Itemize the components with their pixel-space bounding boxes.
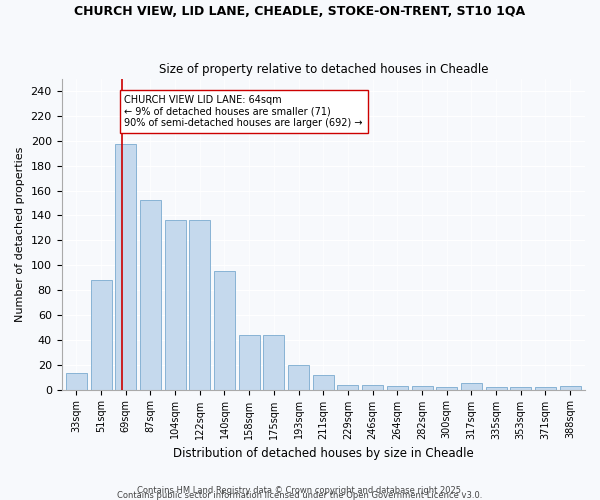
Bar (66, 374, 87, 390)
Bar (115, 144, 136, 390)
Bar (140, 200, 161, 390)
Bar (337, 384, 358, 390)
Bar (436, 387, 457, 390)
Bar (214, 272, 235, 390)
Bar (560, 386, 581, 390)
Y-axis label: Number of detached properties: Number of detached properties (15, 146, 25, 322)
Bar (288, 364, 309, 390)
Bar (164, 220, 185, 390)
Bar (461, 384, 482, 390)
Bar (362, 384, 383, 390)
Bar (239, 335, 260, 390)
Bar (485, 387, 506, 390)
Title: Size of property relative to detached houses in Cheadle: Size of property relative to detached ho… (158, 63, 488, 76)
Text: CHURCH VIEW LID LANE: 64sqm
← 9% of detached houses are smaller (71)
90% of semi: CHURCH VIEW LID LANE: 64sqm ← 9% of deta… (124, 94, 363, 128)
Text: CHURCH VIEW, LID LANE, CHEADLE, STOKE-ON-TRENT, ST10 1QA: CHURCH VIEW, LID LANE, CHEADLE, STOKE-ON… (74, 5, 526, 18)
Bar (91, 280, 112, 390)
Bar (190, 220, 210, 390)
Bar (313, 374, 334, 390)
Text: Contains public sector information licensed under the Open Government Licence v3: Contains public sector information licen… (118, 490, 482, 500)
Text: Contains HM Land Registry data © Crown copyright and database right 2025.: Contains HM Land Registry data © Crown c… (137, 486, 463, 495)
Bar (263, 335, 284, 390)
X-axis label: Distribution of detached houses by size in Cheadle: Distribution of detached houses by size … (173, 447, 473, 460)
Bar (412, 386, 433, 390)
Bar (511, 387, 531, 390)
Bar (535, 387, 556, 390)
Bar (387, 386, 408, 390)
